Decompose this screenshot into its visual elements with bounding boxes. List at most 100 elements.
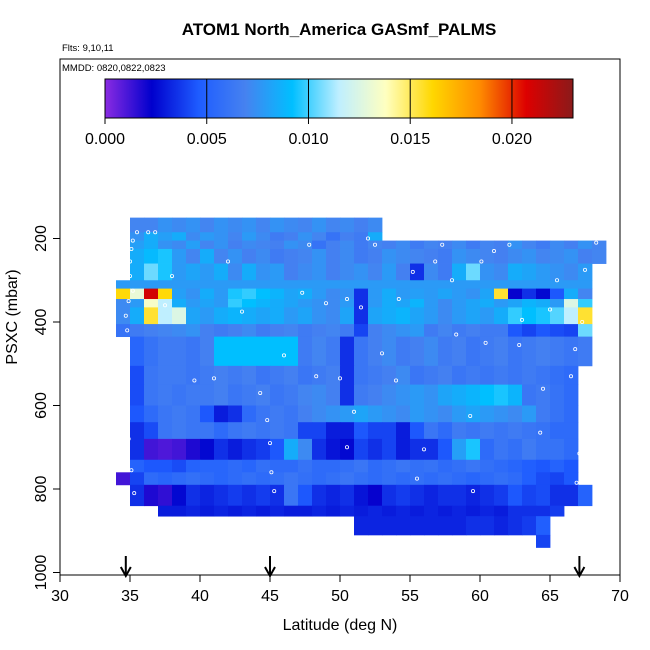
heatmap-cell	[228, 405, 243, 423]
heatmap-cell	[340, 384, 355, 406]
heatmap-cell	[256, 484, 271, 507]
heatmap-cell	[452, 365, 467, 386]
heatmap-cell	[396, 324, 411, 338]
heatmap-cell	[368, 365, 383, 386]
heatmap-cell	[480, 472, 495, 486]
y-axis: 200 400 600 800 1000	[33, 225, 60, 590]
heatmap-cell	[158, 307, 173, 325]
heatmap-cell	[270, 459, 285, 473]
sample-point	[538, 430, 543, 435]
heatmap-cell	[354, 384, 369, 406]
heatmap-cell	[536, 299, 551, 308]
sample-point	[421, 447, 426, 452]
heatmap-cell	[326, 232, 341, 241]
heatmap-cell	[172, 307, 187, 325]
heatmap-cell	[298, 232, 313, 241]
heatmap-cell	[312, 307, 327, 325]
heatmap-cell	[536, 280, 551, 289]
heatmap-cell	[298, 288, 313, 300]
heatmap-cell	[158, 422, 173, 440]
heatmap-cell	[270, 365, 285, 386]
heatmap-cell	[228, 232, 243, 241]
heatmap-cell	[368, 248, 383, 264]
x-tick-label: 60	[471, 588, 489, 605]
sample-point	[129, 246, 134, 251]
heatmap-cell	[242, 232, 257, 241]
colorbar-gradient	[104, 78, 574, 119]
heatmap-cell	[214, 263, 229, 281]
heatmap-cell	[172, 505, 187, 517]
heatmap-cell	[172, 422, 187, 440]
heatmap-cell	[340, 505, 355, 517]
heatmap-cell	[564, 288, 579, 300]
heatmap-cell	[200, 365, 215, 386]
heatmap-cell	[228, 505, 243, 517]
sample-point	[127, 274, 132, 279]
x-tick-label: 30	[51, 588, 69, 605]
heatmap-cell	[354, 336, 369, 367]
heatmap-cell	[438, 516, 453, 536]
heatmap-cell	[242, 459, 257, 473]
heatmap-cell	[382, 365, 397, 386]
heatmap-cell	[200, 324, 215, 338]
heatmap-cell	[564, 405, 579, 423]
heatmap-cell	[410, 240, 425, 250]
heatmap-cell	[214, 365, 229, 386]
heatmap-cell	[130, 336, 145, 367]
heatmap-cell	[438, 405, 453, 423]
heatmap-cell	[522, 505, 537, 517]
colorbar: 0.000 0.005 0.010 0.015 0.020	[85, 78, 574, 148]
heatmap-cell	[312, 472, 327, 486]
heatmap-cell	[326, 484, 341, 507]
heatmap-cell	[242, 365, 257, 386]
heatmap-cell	[130, 232, 145, 241]
heatmap-cell	[298, 324, 313, 338]
heatmap-cell	[326, 299, 341, 308]
heatmap-cell	[228, 263, 243, 281]
heatmap-cell	[256, 280, 271, 289]
heatmap-cell	[522, 248, 537, 264]
heatmap-cell	[158, 240, 173, 250]
heatmap-cell	[424, 336, 439, 367]
sample-point	[123, 376, 128, 381]
heatmap-cell	[312, 505, 327, 517]
heatmap-cell	[354, 516, 369, 536]
heatmap-cell	[508, 384, 523, 406]
heatmap-cell	[480, 336, 495, 367]
heatmap-cell	[550, 299, 565, 308]
sample-point	[300, 290, 305, 295]
heatmap-cell	[382, 505, 397, 517]
heatmap-cell	[158, 336, 173, 367]
heatmap-cell	[564, 384, 579, 406]
heatmap-cell	[536, 484, 551, 507]
heatmap-cell	[536, 336, 551, 367]
heatmap-cell	[382, 336, 397, 367]
heatmap-cell	[130, 248, 145, 264]
heatmap-cell	[326, 280, 341, 289]
sample-point	[583, 267, 588, 272]
heatmap-cell	[438, 365, 453, 386]
heatmap-cell	[158, 405, 173, 423]
heatmap-cell	[564, 324, 579, 338]
heatmap-cell	[200, 336, 215, 367]
y-tick-label: 600	[33, 392, 50, 419]
heatmap-cell	[200, 384, 215, 406]
heatmap-cell	[396, 459, 411, 473]
heatmap-cell	[494, 438, 509, 461]
heatmap-cell	[466, 422, 481, 440]
heatmap-cell	[326, 422, 341, 440]
heatmap-cell	[480, 365, 495, 386]
flights-note: Flts: 9,10,11	[62, 43, 114, 54]
heatmap-cell	[270, 438, 285, 461]
heatmap-cell	[228, 336, 243, 367]
sample-point	[491, 249, 496, 254]
heatmap-cell	[214, 217, 229, 233]
heatmap-cell	[522, 307, 537, 325]
heatmap-cell	[228, 288, 243, 300]
heatmap-cell	[214, 232, 229, 241]
sample-point	[125, 328, 130, 333]
heatmap-cell	[158, 217, 173, 233]
heatmap-cell	[578, 288, 593, 300]
heatmap-cell	[242, 217, 257, 233]
heatmap-cell	[452, 484, 467, 507]
